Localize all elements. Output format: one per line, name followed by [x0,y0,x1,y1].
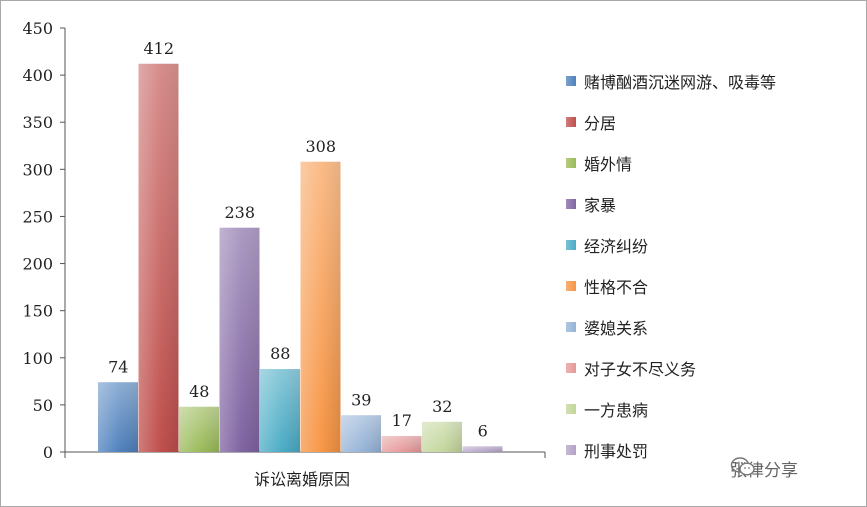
data-label: 32 [432,397,452,416]
y-tick-label: 150 [22,302,53,321]
data-label: 238 [224,203,255,222]
legend-swatch [566,75,576,86]
legend-swatch [566,362,576,373]
legend-item: 性格不合 [566,265,856,306]
legend-item: 赌博酗酒沉迷网游、吸毒等 [566,60,856,101]
y-tick-label: 450 [22,19,53,38]
legend-swatch [566,157,576,168]
legend-item: 对子女不尽义务 [566,347,856,388]
data-label: 74 [108,357,128,376]
legend-label: 家暴 [584,195,617,215]
legend-item: 婚外情 [566,142,856,183]
legend-label: 婚外情 [584,154,633,174]
legend: 赌博酗酒沉迷网游、吸毒等 分居婚外情家暴经济纠纷性格不合婆媳关系对子女不尽义务 一方… [566,60,856,470]
legend-label: 对子女不尽义务 [584,359,697,379]
legend-label: 分居 [584,113,617,133]
legend-label: 刑事处罚 [584,441,649,461]
y-tick-label: 400 [22,66,53,85]
legend-label: 经济纠纷 [584,236,649,256]
bar-highlight-6 [300,161,341,452]
legend-label: 婆媳关系 [584,318,649,338]
bar-highlight-5 [260,369,300,452]
data-label: 88 [270,344,290,363]
y-tick-label: 250 [22,207,53,226]
data-label: 6 [478,421,488,440]
legend-label: 性格不合 [584,277,649,297]
y-tick-label: 300 [22,160,53,179]
bar-highlight-2 [138,63,179,452]
legend-item: 一方患病 [566,388,856,429]
bar-highlight-7 [341,415,381,452]
bar-highlight-4 [219,227,260,452]
y-tick-label: 100 [22,349,53,368]
legend-swatch [566,444,576,455]
y-tick-label: 50 [33,396,53,415]
legend-item: 家暴 [566,183,856,224]
legend-swatch [566,321,576,332]
bar-highlight-10 [462,446,503,452]
legend-swatch [566,116,576,127]
data-label: 17 [392,411,412,430]
data-label: 308 [305,137,336,156]
bar-highlight-9 [422,421,462,452]
data-label: 39 [351,390,371,409]
legend-swatch [566,239,576,250]
data-label: 48 [189,382,209,401]
legend-swatch [566,280,576,291]
y-tick-label: 200 [22,255,53,274]
legend-item: 分居 [566,101,856,142]
bar-highlight-1 [98,382,138,452]
x-category-label: 诉讼离婚原因 [254,470,350,489]
bar-highlight-8 [381,435,422,452]
legend-label: 一方患病 [584,400,649,420]
bar-highlight-3 [179,406,219,452]
legend-swatch [566,403,576,414]
legend-item: 经济纠纷 [566,224,856,265]
legend-swatch [566,198,576,209]
watermark: 张律分享 [730,456,798,481]
legend-label: 赌博酗酒沉迷网游、吸毒等 [584,72,777,92]
legend-item: 刑事处罚 [566,429,856,470]
data-label: 412 [143,39,174,58]
legend-item: 婆媳关系 [566,306,856,347]
wechat-icon [730,457,755,476]
y-tick-label: 0 [43,443,53,462]
y-tick-label: 350 [22,113,53,132]
